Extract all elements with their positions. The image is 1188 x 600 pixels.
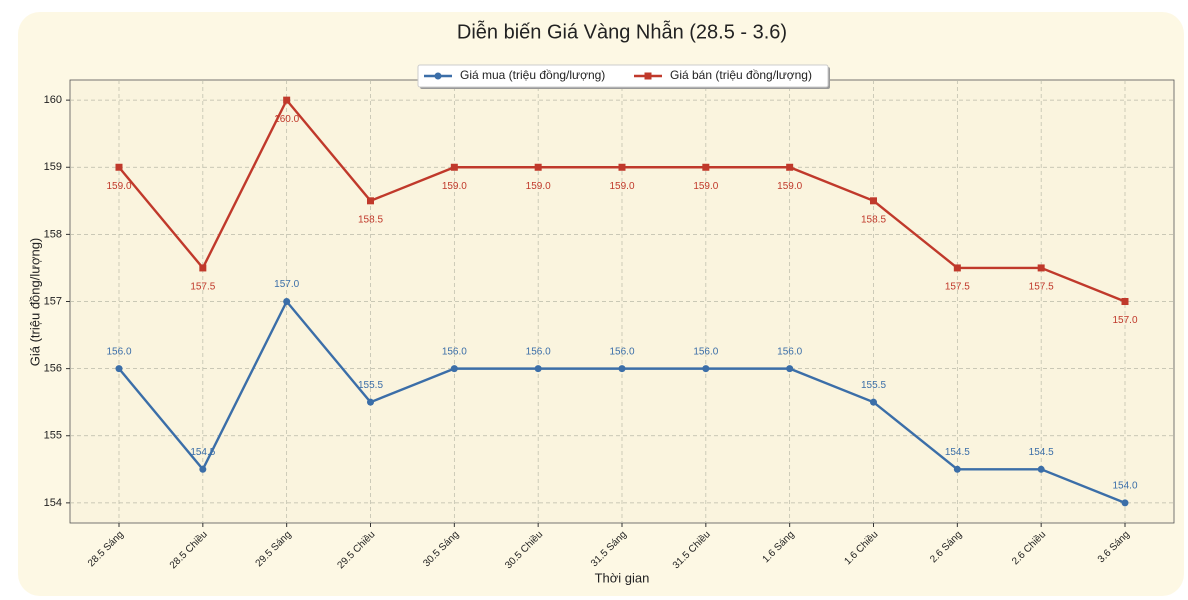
data-label: 156.0 bbox=[106, 346, 131, 357]
data-label: 157.5 bbox=[190, 282, 215, 293]
data-label: 154.5 bbox=[190, 447, 215, 458]
chart-title: Diễn biến Giá Vàng Nhẫn (28.5 - 3.6) bbox=[457, 20, 787, 43]
marker bbox=[367, 197, 374, 205]
marker bbox=[450, 365, 458, 373]
y-tick-label: 155 bbox=[44, 430, 62, 442]
legend: Giá mua (triệu đồng/lượng) Giá bán (triệu… bbox=[417, 64, 830, 89]
marker bbox=[786, 163, 794, 171]
y-tick-label: 160 bbox=[44, 94, 62, 106]
y-axis-label: Giá (triệu đồng/lượng) bbox=[27, 238, 42, 367]
y-tick-label: 156 bbox=[44, 363, 62, 375]
data-label: 156.0 bbox=[777, 346, 802, 357]
y-tick-label: 157 bbox=[44, 295, 62, 307]
marker bbox=[367, 398, 374, 406]
data-label: 157.5 bbox=[1029, 282, 1054, 293]
data-label: 154.5 bbox=[1029, 447, 1054, 458]
marker bbox=[199, 264, 207, 272]
marker bbox=[1121, 298, 1129, 305]
marker bbox=[115, 365, 123, 373]
data-label: 156.0 bbox=[442, 346, 467, 357]
marker bbox=[534, 163, 542, 171]
x-axis-label: Thời gian bbox=[595, 570, 650, 585]
legend-box bbox=[417, 64, 829, 88]
marker bbox=[115, 163, 123, 171]
data-label: 157.5 bbox=[945, 282, 970, 293]
marker bbox=[1037, 264, 1045, 272]
legend-marker bbox=[644, 72, 652, 80]
data-label: 156.0 bbox=[609, 346, 634, 357]
legend-marker bbox=[434, 72, 442, 80]
data-label: 156.0 bbox=[693, 346, 718, 357]
data: 156.0 154.5 157.0 155.5 156.0 156.0 156.0 156.0… bbox=[106, 96, 1138, 507]
marker bbox=[1037, 465, 1045, 473]
data-label: 157.0 bbox=[274, 279, 299, 290]
data-label: 159.0 bbox=[106, 181, 131, 192]
marker bbox=[786, 365, 794, 373]
data-label: 160.0 bbox=[274, 114, 299, 125]
marker bbox=[283, 96, 291, 104]
marker bbox=[283, 298, 291, 305]
marker bbox=[534, 365, 542, 373]
marker bbox=[618, 163, 626, 171]
marker bbox=[618, 365, 626, 373]
data-label: 159.0 bbox=[693, 181, 718, 192]
marker bbox=[702, 163, 710, 171]
y-tick-label: 159 bbox=[44, 161, 62, 173]
marker bbox=[953, 264, 961, 272]
data-label: 158.5 bbox=[861, 214, 886, 225]
data-label: 159.0 bbox=[526, 181, 551, 192]
marker bbox=[1121, 499, 1129, 507]
marker bbox=[450, 163, 458, 171]
data-label: 157.0 bbox=[1112, 315, 1137, 326]
data-label: 159.0 bbox=[609, 181, 634, 192]
data-label: 154.0 bbox=[1112, 481, 1137, 492]
legend-label: Giá bán (triệu đồng/lượng) bbox=[670, 68, 812, 82]
data-label: 156.0 bbox=[526, 346, 551, 357]
data-label: 155.5 bbox=[358, 380, 383, 391]
data-label: 159.0 bbox=[442, 181, 467, 192]
data-label: 158.5 bbox=[358, 214, 383, 225]
marker bbox=[870, 398, 877, 406]
marker bbox=[702, 365, 710, 373]
marker bbox=[199, 465, 207, 473]
data-label: 155.5 bbox=[861, 380, 886, 391]
y-tick-label: 158 bbox=[44, 228, 62, 240]
marker bbox=[870, 197, 877, 205]
legend-label: Giá mua (triệu đồng/lượng) bbox=[460, 68, 605, 82]
marker bbox=[953, 465, 961, 473]
data-label: 154.5 bbox=[945, 447, 970, 458]
y-tick-label: 154 bbox=[44, 497, 62, 509]
data-label: 159.0 bbox=[777, 181, 802, 192]
